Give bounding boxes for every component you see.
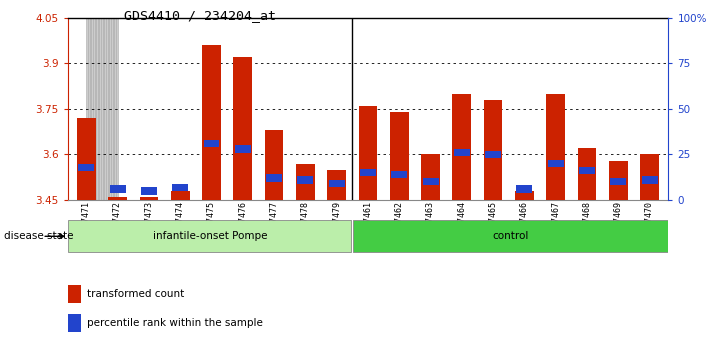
Bar [421,154,440,200]
Bar [111,18,112,200]
Bar [577,148,597,200]
Bar [172,184,188,191]
Bar [95,18,96,200]
Bar [235,145,251,153]
Bar [103,18,105,200]
Bar [641,176,658,184]
Bar [328,180,345,187]
Bar [68,314,80,332]
Bar [108,18,109,200]
Bar [516,185,533,193]
Bar [579,167,595,175]
Text: control: control [492,231,528,241]
Bar [296,164,315,200]
Text: GDS4410 / 234204_at: GDS4410 / 234204_at [124,9,277,22]
Bar [98,18,100,200]
Bar [108,197,127,200]
Bar [483,100,503,200]
Bar [105,18,106,200]
Bar [90,18,91,200]
Text: infantile-onset Pompe: infantile-onset Pompe [153,231,267,241]
Bar [391,171,407,178]
Bar [422,178,439,185]
Bar [203,140,220,147]
Bar [96,18,98,200]
Text: transformed count: transformed count [87,289,185,299]
Bar [141,187,157,195]
Bar [93,18,95,200]
Bar [640,154,659,200]
Bar [202,45,221,200]
Bar [68,220,351,252]
Bar [109,18,111,200]
Bar [610,178,626,185]
Bar [546,94,565,200]
Bar [106,18,108,200]
Bar [114,18,116,200]
Bar [88,18,90,200]
Bar [112,18,114,200]
Bar [86,18,88,200]
Bar [266,175,282,182]
Bar [101,18,103,200]
Text: percentile rank within the sample: percentile rank within the sample [87,318,263,328]
Bar [327,170,346,200]
Bar [353,220,668,252]
Text: disease state: disease state [4,231,73,241]
Bar [77,118,96,200]
Bar [171,191,190,200]
Bar [78,164,95,171]
Bar [100,18,101,200]
Bar [390,112,409,200]
Bar [452,94,471,200]
Bar [609,160,628,200]
Bar [358,106,378,200]
Bar [233,57,252,200]
Bar [454,149,470,156]
Bar [68,285,80,303]
Bar [515,191,534,200]
Bar [116,18,117,200]
Bar [547,160,564,167]
Bar [109,185,126,193]
Bar [139,197,159,200]
Bar [264,130,284,200]
Bar [485,151,501,158]
Bar [360,169,376,176]
Bar [297,176,314,184]
Bar [91,18,93,200]
